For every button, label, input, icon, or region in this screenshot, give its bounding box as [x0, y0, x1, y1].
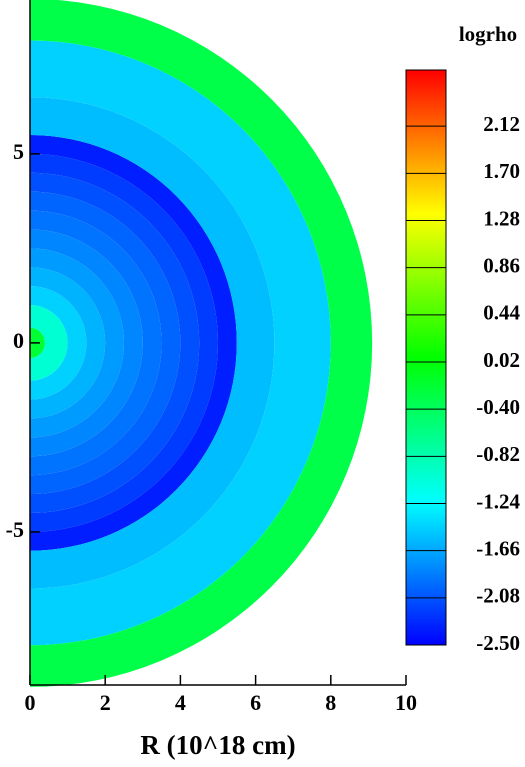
density-ring: [30, 40, 331, 646]
colorbar-tick-label: -2.50: [476, 631, 520, 655]
y-tick-label: 5: [13, 139, 24, 164]
x-tick-label: 0: [25, 690, 36, 715]
field: [30, 0, 373, 687]
x-tick-label: 2: [100, 690, 111, 715]
x-tick-label: 10: [395, 690, 417, 715]
density-ring: [30, 0, 373, 687]
colorbar-tick-label: 0.02: [483, 348, 520, 372]
x-tick-label: 8: [325, 690, 336, 715]
colorbar-tick-label: -0.40: [476, 395, 520, 419]
y-tick-label: 0: [13, 328, 24, 353]
x-tick-label: 6: [250, 690, 261, 715]
colorbar-tick-label: -1.66: [476, 536, 520, 560]
colorbar-tick-label: 2.12: [483, 112, 520, 136]
colorbar-tick-label: 0.44: [483, 301, 520, 325]
colorbar-tick-label: -2.08: [476, 584, 520, 608]
colorbar-tick-label: 0.86: [483, 253, 520, 277]
x-axis-label: R (10^18 cm): [140, 730, 295, 760]
density-ring: [30, 248, 125, 438]
density-ring: [30, 229, 143, 457]
density-ring: [30, 191, 181, 495]
density-ring: [30, 267, 106, 419]
density-ring: [30, 172, 200, 513]
colorbar-tick-label: -1.24: [476, 489, 520, 513]
density-ring: [30, 210, 162, 476]
density-ring: [30, 286, 87, 400]
y-tick-label: -5: [6, 517, 24, 542]
colorbar-tick-label: 1.28: [483, 206, 520, 230]
colorbar-title: logrho: [459, 22, 517, 46]
density-ring: [30, 305, 68, 381]
x-tick-label: 4: [175, 690, 186, 715]
density-ring: [30, 97, 275, 589]
colorbar-tick-label: -0.82: [476, 442, 520, 466]
density-ring: [30, 153, 218, 532]
colorbar: [405, 69, 447, 646]
colorbar-tick-label: 1.70: [483, 159, 520, 183]
